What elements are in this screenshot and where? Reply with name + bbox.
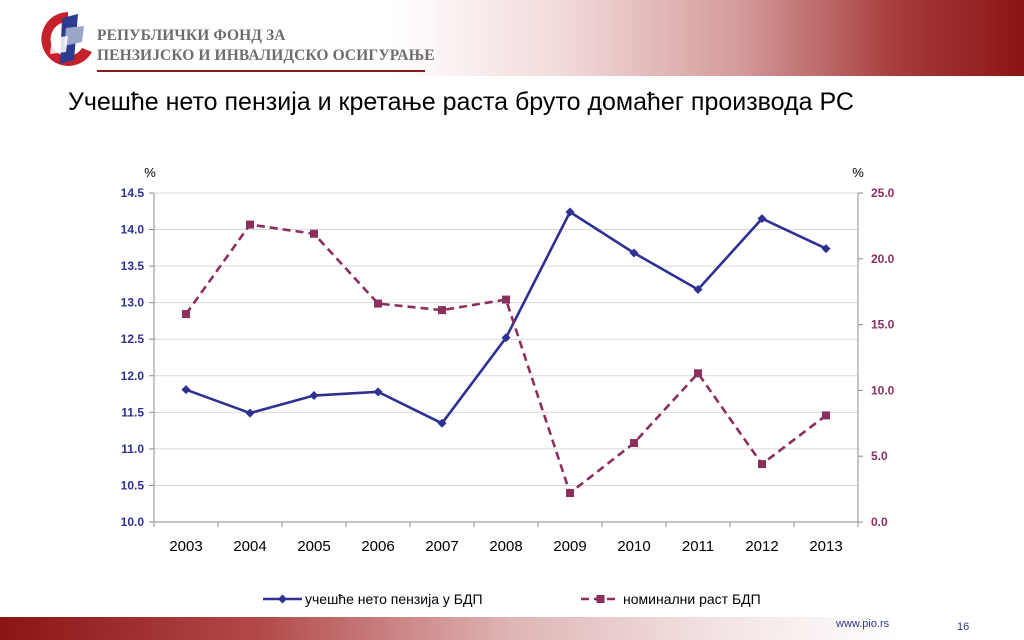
x-tick-label: 2012 bbox=[745, 538, 778, 555]
data-point-pension-share bbox=[565, 207, 575, 217]
data-point-gdp-growth bbox=[374, 299, 382, 308]
y-left-tick-label: 13.5 bbox=[121, 259, 145, 273]
data-point-gdp-growth bbox=[182, 310, 190, 319]
data-point-gdp-growth bbox=[822, 411, 830, 420]
x-tick-label: 2007 bbox=[425, 538, 458, 555]
data-point-pension-share bbox=[629, 248, 639, 258]
organization-name-line1: РЕПУБЛИЧКИ ФОНД ЗА bbox=[97, 27, 286, 44]
legend-marker-pension-share bbox=[278, 594, 287, 604]
y-right-tick-label: 5.0 bbox=[871, 449, 888, 463]
x-tick-label: 2003 bbox=[169, 538, 202, 555]
slide-title: Учешће нето пензија и кретање раста брут… bbox=[68, 88, 854, 116]
data-point-gdp-growth bbox=[630, 439, 638, 448]
y-right-tick-label: 15.0 bbox=[871, 318, 895, 332]
y-left-tick-label: 13.0 bbox=[121, 296, 145, 310]
y-left-tick-label: 14.0 bbox=[121, 223, 145, 237]
x-tick-label: 2008 bbox=[489, 538, 522, 555]
y-left-tick-label: 10.5 bbox=[121, 478, 145, 492]
header-band bbox=[0, 0, 1024, 76]
x-tick-label: 2013 bbox=[809, 538, 842, 555]
data-point-gdp-growth bbox=[566, 489, 574, 498]
y-left-tick-label: 12.5 bbox=[121, 332, 145, 346]
data-point-pension-share bbox=[373, 387, 383, 397]
x-tick-label: 2010 bbox=[617, 538, 650, 555]
y-right-tick-label: 20.0 bbox=[871, 252, 895, 266]
footer-band bbox=[0, 617, 1024, 640]
data-point-gdp-growth bbox=[310, 229, 318, 238]
data-point-pension-share bbox=[757, 214, 767, 224]
x-tick-label: 2006 bbox=[361, 538, 394, 555]
x-tick-label: 2009 bbox=[553, 538, 586, 555]
data-point-pension-share bbox=[821, 244, 831, 254]
y-right-axis-label: % bbox=[852, 165, 864, 180]
y-right-tick-label: 25.0 bbox=[871, 186, 895, 200]
data-point-pension-share bbox=[245, 408, 255, 418]
organization-name: РЕПУБЛИЧКИ ФОНД ЗА ПЕНЗИЈСКО И ИНВАЛИДСК… bbox=[97, 26, 435, 66]
legend-marker-gdp-growth bbox=[596, 595, 605, 603]
x-tick-label: 2005 bbox=[297, 538, 330, 555]
data-point-pension-share bbox=[501, 333, 511, 343]
data-point-gdp-growth bbox=[758, 460, 766, 469]
data-point-pension-share bbox=[693, 285, 703, 295]
pio-logo-icon bbox=[41, 12, 92, 66]
footer-url[interactable]: www.pio.rs bbox=[836, 618, 890, 630]
data-point-gdp-growth bbox=[694, 369, 702, 378]
data-point-gdp-growth bbox=[502, 295, 510, 304]
y-left-tick-label: 10.0 bbox=[121, 515, 145, 529]
x-tick-label: 2011 bbox=[682, 538, 714, 555]
y-left-tick-label: 12.0 bbox=[121, 369, 145, 383]
y-right-tick-label: 0.0 bbox=[871, 515, 888, 529]
data-point-gdp-growth bbox=[438, 306, 446, 315]
page-number: 16 bbox=[957, 621, 970, 633]
data-point-pension-share bbox=[309, 391, 319, 401]
y-left-tick-label: 11.5 bbox=[121, 405, 144, 419]
y-right-tick-label: 10.0 bbox=[871, 383, 895, 397]
y-left-axis-label: % bbox=[144, 165, 156, 180]
organization-name-line2: ПЕНЗИЈСКО И ИНВАЛИДСКО ОСИГУРАЊЕ bbox=[97, 47, 435, 64]
y-left-tick-label: 14.5 bbox=[121, 186, 145, 200]
legend-label-pension-share: учешће нето пензија у БДП bbox=[305, 591, 483, 607]
series-line-pension-share bbox=[185, 210, 827, 425]
x-tick-label: 2004 bbox=[233, 538, 266, 555]
data-point-gdp-growth bbox=[246, 220, 254, 229]
series-line-gdp-growth bbox=[184, 223, 827, 496]
header-divider bbox=[97, 70, 425, 72]
data-point-pension-share bbox=[437, 418, 447, 428]
legend-label-gdp-growth: номинални раст БДП bbox=[623, 591, 761, 607]
y-left-tick-label: 11.0 bbox=[121, 442, 144, 456]
data-point-pension-share bbox=[181, 385, 191, 395]
